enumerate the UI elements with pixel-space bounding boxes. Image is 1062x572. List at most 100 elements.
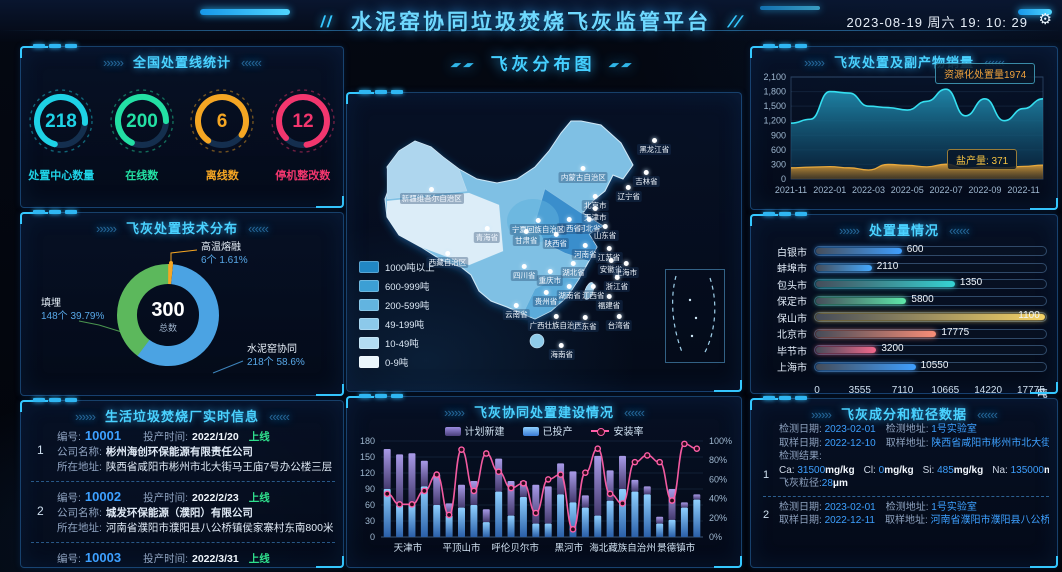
bar-fill <box>816 330 937 337</box>
province-marker-陕西省[interactable]: 陕西省 <box>542 232 570 250</box>
province-marker-广西壮族自治区[interactable]: 广西壮族自治区 <box>527 313 585 331</box>
legend-rate[interactable]: 安装率 <box>590 423 644 438</box>
province-marker-河北省[interactable]: 河北省 <box>576 216 603 234</box>
province-dot <box>567 283 573 289</box>
province-marker-河南省[interactable]: 河南省 <box>572 243 599 261</box>
province-marker-浙江省[interactable]: 浙江省 <box>603 274 631 292</box>
province-marker-山东省[interactable]: 山东省 <box>591 224 619 242</box>
province-dot <box>523 229 529 235</box>
province-marker-黑龙江省[interactable]: 黑龙江省 <box>637 137 672 155</box>
city-name: 北京市 <box>777 330 807 342</box>
panel-deco <box>359 90 403 94</box>
gauge-label: 处置中心数量 <box>28 170 95 182</box>
svg-text:60%: 60% <box>709 474 727 484</box>
map-legend-item[interactable]: 10-49吨 <box>359 336 435 350</box>
map-legend-item[interactable]: 1000吨以上 <box>359 260 435 274</box>
bar-value: 10550 <box>920 359 949 371</box>
disposal-row-白银市: 白银市 600 <box>761 243 1047 260</box>
disposal-row-保定市: 保定市 5800 <box>761 293 1047 310</box>
bar-fill <box>816 314 1045 321</box>
province-marker-新疆维吾尔自治区[interactable]: 新疆维吾尔自治区 <box>399 186 464 204</box>
china-map-svg <box>384 120 634 349</box>
province-marker-福建省[interactable]: 福建省 <box>595 294 623 312</box>
province-name: 山东省 <box>591 230 619 242</box>
svg-text:218: 218 <box>45 111 77 132</box>
panel-construction: 飞灰协同处置建设情况 计划新建 已投产 安装率 0 30 60 90 120 150 180 0%… <box>346 394 742 568</box>
svg-text:100%: 100% <box>709 437 732 446</box>
province-marker-云南省[interactable]: 云南省 <box>503 303 530 321</box>
province-marker-青海省[interactable]: 青海省 <box>473 225 501 243</box>
panel-plant-info: 生活垃圾焚烧厂实时信息 1 编号:10001投产时间:2022/1/20上线公司名… <box>20 398 344 568</box>
province-dot <box>513 303 519 309</box>
composition-entry-1: 1 检测日期: 2023-02-01 检测地址: 1号实验室 取样日期: 2022-… <box>763 423 1049 491</box>
segment-name: 高温熔融 <box>201 242 241 253</box>
province-marker-四川省[interactable]: 四川省 <box>511 264 538 282</box>
panel-title-gauges: 全国处置线统计 <box>21 52 343 71</box>
map-title: 飞灰分布图 <box>346 50 740 75</box>
nine-dash-line <box>672 275 716 355</box>
panel-deco <box>763 396 807 400</box>
map-legend-item[interactable]: 0-9吨 <box>359 355 435 369</box>
province-marker-江西省[interactable]: 江西省 <box>580 283 607 301</box>
panel-title-disposal: 处置量情况 <box>751 220 1057 239</box>
legend-swatch <box>359 299 379 311</box>
entry-divider <box>763 495 1049 497</box>
province-dot <box>553 232 559 238</box>
province-marker-吉林省[interactable]: 吉林省 <box>633 170 660 188</box>
province-dot <box>559 343 565 349</box>
svg-text:150: 150 <box>360 452 375 462</box>
province-marker-上海市[interactable]: 上海市 <box>612 261 640 279</box>
legend-produced[interactable]: 已投产 <box>522 423 573 438</box>
panel-title-donut: 飞灰处置技术分布 <box>21 218 343 237</box>
bar-track: 600 <box>814 244 1047 257</box>
map-legend-item[interactable]: 200-599吨 <box>359 298 435 312</box>
province-dot <box>616 313 622 319</box>
composition-body[interactable]: 1 检测日期: 2023-02-01 检测地址: 1号实验室 取样日期: 2022-… <box>763 423 1049 565</box>
province-marker-辽宁省[interactable]: 辽宁省 <box>615 185 642 203</box>
disposal-row-上海市: 上海市 10550 <box>761 359 1047 376</box>
plant-line-3: 所在地址: 河南省濮阳市濮阳县八公桥镇侯家寨村东南800米 <box>57 522 334 534</box>
city-name: 白银市 <box>777 247 807 259</box>
bar-fill <box>816 248 902 255</box>
province-marker-天津市[interactable]: 天津市 <box>581 205 609 223</box>
gear-icon[interactable]: ⚙ <box>1038 11 1052 28</box>
sales-area-chart: 0 300 600 900 1,200 1,500 1,800 2,100 2021-11 202… <box>751 69 1057 212</box>
province-dot <box>590 283 596 289</box>
province-name: 宁夏回族自治区 <box>509 224 567 236</box>
province-marker-湖北省[interactable]: 湖北省 <box>560 261 587 279</box>
result-label: 检测结果: <box>779 451 822 462</box>
province-marker-西藏自治区[interactable]: 西藏自治区 <box>426 250 469 268</box>
disposal-bar-rows: 白银市 600 蚌埠市 2110 包头市 1350 保定市 5800 保山市 1100 北京市 177… <box>761 243 1047 375</box>
province-marker-广东省[interactable]: 广东省 <box>572 315 599 332</box>
header-divider <box>0 30 1062 31</box>
svg-text:6: 6 <box>217 111 228 132</box>
province-marker-台湾省[interactable]: 台湾省 <box>605 313 633 331</box>
province-marker-海南省[interactable]: 海南省 <box>548 343 575 361</box>
gauge-label: 在线数 <box>125 170 159 182</box>
province-marker-宁夏回族自治区[interactable]: 宁夏回族自治区 <box>509 218 567 236</box>
donut-label-2: 填埋 148个 39.79% <box>41 297 104 323</box>
map-legend-item[interactable]: 49-199吨 <box>359 317 435 331</box>
map-legend-item[interactable]: 600-999吨 <box>359 279 435 293</box>
province-marker-甘肃省[interactable]: 甘肃省 <box>513 229 540 247</box>
plant-list[interactable]: 1 编号: 10001 投产时间: 2022/1/20 上线 公司名称: 彬州海创环保能源有限… <box>31 425 335 563</box>
province-dot <box>521 264 527 270</box>
svg-text:2022-03: 2022-03 <box>852 185 885 195</box>
province-marker-安徽省[interactable]: 安徽省 <box>597 257 625 275</box>
axis-tick: 17775 <box>1016 385 1045 396</box>
bar-fill <box>816 281 955 288</box>
province-name: 江西省 <box>580 289 607 301</box>
province-dot <box>580 166 586 171</box>
legend-label: 49-199吨 <box>385 320 425 331</box>
province-name: 内蒙古自治区 <box>558 172 608 183</box>
province-marker-湖南省[interactable]: 湖南省 <box>556 283 583 301</box>
province-marker-重庆市[interactable]: 重庆市 <box>536 268 564 286</box>
province-marker-贵州省[interactable]: 贵州省 <box>532 289 560 307</box>
svg-text:40%: 40% <box>709 494 727 504</box>
legend-planned[interactable]: 计划新建 <box>444 423 505 438</box>
province-name: 海南省 <box>548 349 575 361</box>
province-marker-内蒙古自治区[interactable]: 内蒙古自治区 <box>558 166 608 183</box>
province-marker-山西省[interactable]: 山西省 <box>556 216 583 234</box>
title-deco-right: // <box>724 14 747 31</box>
